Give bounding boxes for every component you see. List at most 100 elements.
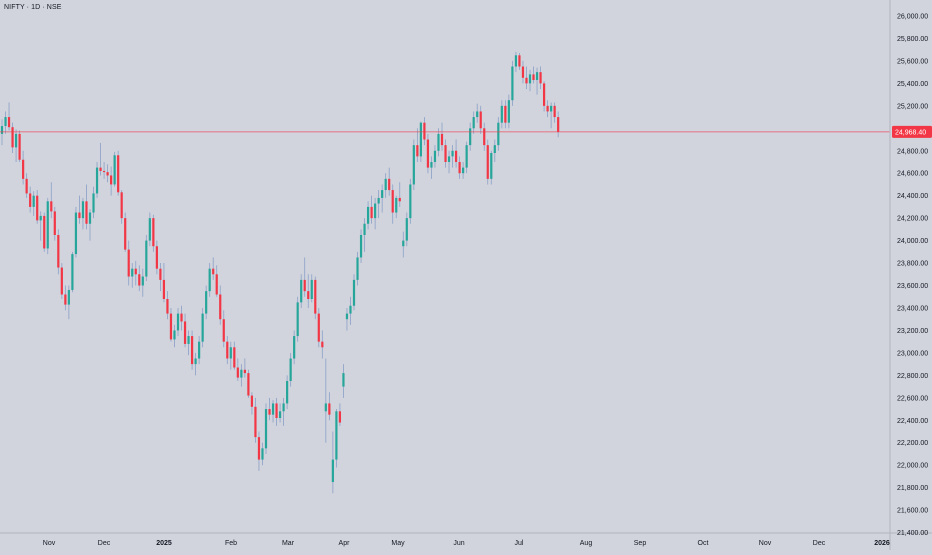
candle	[335, 409, 338, 468]
candle-body-up	[331, 459, 334, 483]
candle	[359, 229, 363, 264]
candle	[310, 274, 313, 303]
candle-body-up	[173, 330, 176, 340]
candle-body-down	[127, 249, 130, 277]
candle-body-up	[490, 153, 493, 179]
candle	[486, 139, 489, 185]
candle-body-down	[546, 105, 549, 112]
candle	[39, 211, 42, 241]
candle-body-up	[381, 190, 384, 198]
price-tick-label: 22,400.00	[897, 418, 928, 425]
candle	[444, 139, 447, 168]
candle	[205, 285, 208, 320]
candle-body-down	[416, 145, 419, 157]
candle	[472, 111, 475, 134]
candle	[514, 51, 518, 73]
price-tick-label: 23,600.00	[897, 283, 928, 290]
candle-body-down	[64, 294, 67, 305]
candle	[532, 66, 535, 84]
candle-body-up	[194, 358, 197, 365]
candle-body-down	[219, 294, 222, 320]
time-tick-label: Apr	[339, 540, 351, 547]
candle-body-down	[483, 128, 486, 146]
candle	[124, 212, 127, 252]
time-axis[interactable]: Nov Dec 2025 Feb Mar Apr May Jun Jul Aug Sep Oct Nov…	[43, 540, 890, 547]
candle-body-down	[134, 268, 137, 275]
last-price-badge-bg	[892, 125, 932, 138]
candle-body-up	[39, 215, 42, 221]
candle	[423, 117, 426, 146]
candle	[60, 263, 63, 299]
candle	[300, 274, 303, 308]
candle-body-down	[106, 172, 109, 176]
candle-body-down	[328, 403, 331, 415]
candle	[43, 212, 46, 252]
candle	[539, 66, 542, 89]
candle-body-up	[437, 133, 440, 151]
price-tick-label: 22,800.00	[897, 373, 928, 380]
candle-body-up	[550, 105, 553, 112]
candle-body-up	[324, 403, 327, 412]
candle-body-up	[71, 254, 74, 291]
candle	[247, 369, 250, 398]
candle	[483, 122, 486, 151]
price-tick-label: 24,600.00	[897, 171, 928, 178]
candle	[317, 307, 320, 348]
candle-body-up	[131, 268, 134, 277]
candle-body-down	[257, 437, 261, 460]
candle	[141, 268, 144, 297]
candle	[183, 313, 187, 348]
symbol-title[interactable]: NIFTY · 1D · NSE	[4, 4, 62, 11]
candle-body-up	[433, 150, 437, 162]
price-axis[interactable]: 21,400.00 21,600.00 21,800.00 22,000.00 22,2…	[897, 14, 928, 538]
candle-body-up	[335, 411, 338, 460]
candle	[25, 173, 28, 198]
candle-body-down	[99, 167, 102, 171]
candle-body-down	[532, 74, 535, 81]
candle-body-down	[254, 406, 257, 438]
candle-body-up	[74, 212, 78, 255]
candle-body-down	[423, 122, 426, 140]
candle	[32, 191, 35, 216]
price-tick-label: 23,800.00	[897, 261, 928, 268]
candle-body-down	[303, 279, 306, 292]
candle-body-down	[553, 105, 556, 118]
candle-body-down	[275, 403, 278, 419]
time-tick-label: Mar	[282, 540, 295, 547]
candle	[338, 403, 342, 426]
candle-body-up	[208, 268, 211, 292]
candle-body-down	[212, 268, 215, 275]
candle-body-up	[451, 150, 454, 157]
candle	[57, 229, 60, 275]
candle	[293, 330, 296, 365]
candle	[447, 150, 451, 174]
candle	[113, 151, 116, 187]
candle-body-down	[426, 139, 430, 168]
candle	[398, 182, 401, 207]
candle	[110, 166, 113, 196]
price-tick-label: 25,400.00	[897, 81, 928, 88]
candle-body-up	[352, 279, 356, 306]
candle-body-up	[412, 145, 415, 185]
time-tick-label: Dec	[813, 540, 826, 547]
candle-body-down	[226, 341, 229, 359]
candle	[148, 212, 151, 247]
time-tick-label: Jul	[515, 540, 524, 547]
candle	[370, 195, 373, 224]
candle	[120, 190, 123, 224]
candle-body-down	[180, 313, 183, 322]
candle-body-up	[0, 126, 4, 134]
time-tick-label: 2025	[156, 540, 172, 547]
candle-body-down	[268, 409, 271, 415]
candle-body-down	[78, 212, 81, 219]
candle-body-down	[250, 395, 254, 407]
candle-body-up	[497, 122, 500, 146]
candle	[511, 60, 514, 106]
candle-body-down	[388, 178, 391, 191]
candle	[127, 240, 130, 286]
time-tick-label: Sep	[634, 540, 647, 547]
candle-body-up	[229, 347, 232, 359]
candle-body-down	[215, 274, 218, 295]
